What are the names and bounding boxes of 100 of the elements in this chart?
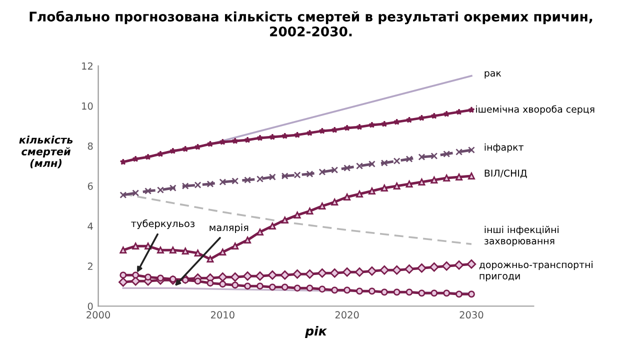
point xyxy=(331,126,338,133)
point xyxy=(468,172,475,180)
point xyxy=(380,184,388,192)
point xyxy=(244,176,252,184)
point xyxy=(194,143,202,150)
point xyxy=(219,280,226,288)
point xyxy=(393,158,400,164)
point xyxy=(380,160,388,166)
point xyxy=(144,188,152,194)
point xyxy=(305,269,314,279)
series-label: інші інфекційні захворювання xyxy=(484,226,558,246)
point xyxy=(468,290,475,298)
y-tick-label: 12 xyxy=(82,62,92,70)
series-label: рак xyxy=(484,71,502,78)
text: малярія xyxy=(210,224,248,234)
point xyxy=(443,110,450,117)
series-label: інфаркт xyxy=(484,143,524,153)
point xyxy=(182,248,189,255)
point xyxy=(406,180,413,188)
series-label: ВІЛ/СНІД xyxy=(484,170,527,178)
point xyxy=(344,164,351,172)
y-tick-label: 10 xyxy=(82,102,93,110)
point xyxy=(244,282,252,290)
point xyxy=(417,263,426,273)
point xyxy=(230,272,240,282)
point xyxy=(281,216,288,224)
point xyxy=(468,146,475,154)
point xyxy=(132,272,140,279)
point xyxy=(232,178,239,184)
point xyxy=(456,290,463,298)
point xyxy=(367,266,377,276)
y-axis-title: кількість смертей (млн) xyxy=(19,136,73,168)
chart-title: Глобально прогнозована кількість смертей в результаті окремих причин, 2002-2030. xyxy=(30,10,592,36)
point xyxy=(331,198,338,206)
point xyxy=(255,271,265,281)
point xyxy=(406,116,413,123)
point xyxy=(430,262,439,272)
point xyxy=(157,186,164,194)
point xyxy=(282,132,288,139)
point xyxy=(331,286,338,294)
x-axis-title: рік xyxy=(304,326,328,338)
point xyxy=(206,256,214,263)
point xyxy=(456,108,462,115)
point xyxy=(182,182,189,190)
point xyxy=(430,176,438,184)
point xyxy=(244,236,252,244)
point xyxy=(169,246,176,254)
point xyxy=(294,172,301,178)
point xyxy=(268,174,276,180)
point xyxy=(268,270,278,280)
y-tick-label: 8 xyxy=(88,142,93,150)
point xyxy=(430,112,438,119)
point xyxy=(132,190,140,196)
point xyxy=(256,176,264,182)
point xyxy=(281,284,288,291)
point xyxy=(268,222,276,230)
point xyxy=(232,137,238,144)
point xyxy=(292,269,302,279)
point xyxy=(157,150,164,157)
point xyxy=(456,148,463,156)
point xyxy=(318,286,326,293)
point xyxy=(368,121,376,128)
point xyxy=(406,288,413,296)
point xyxy=(356,190,363,198)
point xyxy=(232,242,239,250)
point xyxy=(256,282,264,290)
point xyxy=(218,272,228,282)
point xyxy=(430,152,438,160)
point xyxy=(182,276,189,284)
text: туберкульоз xyxy=(131,219,195,230)
point xyxy=(380,265,390,275)
point xyxy=(120,192,127,198)
point xyxy=(232,282,239,289)
line-series xyxy=(122,193,472,245)
point xyxy=(392,265,402,275)
point xyxy=(468,106,475,113)
y-tick-label: 6 xyxy=(88,182,93,190)
point xyxy=(242,271,252,281)
point xyxy=(393,182,400,190)
point xyxy=(194,182,202,188)
point xyxy=(157,274,164,282)
point xyxy=(418,114,426,121)
point xyxy=(404,264,414,274)
point xyxy=(430,290,438,297)
point xyxy=(256,228,264,236)
point xyxy=(331,166,338,174)
point xyxy=(132,156,139,162)
point xyxy=(269,133,276,140)
point xyxy=(244,136,251,143)
point xyxy=(268,284,276,291)
point xyxy=(280,270,290,280)
point xyxy=(344,286,351,294)
point xyxy=(393,288,400,296)
point xyxy=(182,145,189,152)
point xyxy=(206,180,214,188)
point xyxy=(144,274,152,281)
point xyxy=(206,140,214,147)
series-label: дорожньо-транспортні пригоди xyxy=(479,260,592,282)
x-tick-label: 2000 xyxy=(86,311,110,319)
point xyxy=(354,267,364,277)
